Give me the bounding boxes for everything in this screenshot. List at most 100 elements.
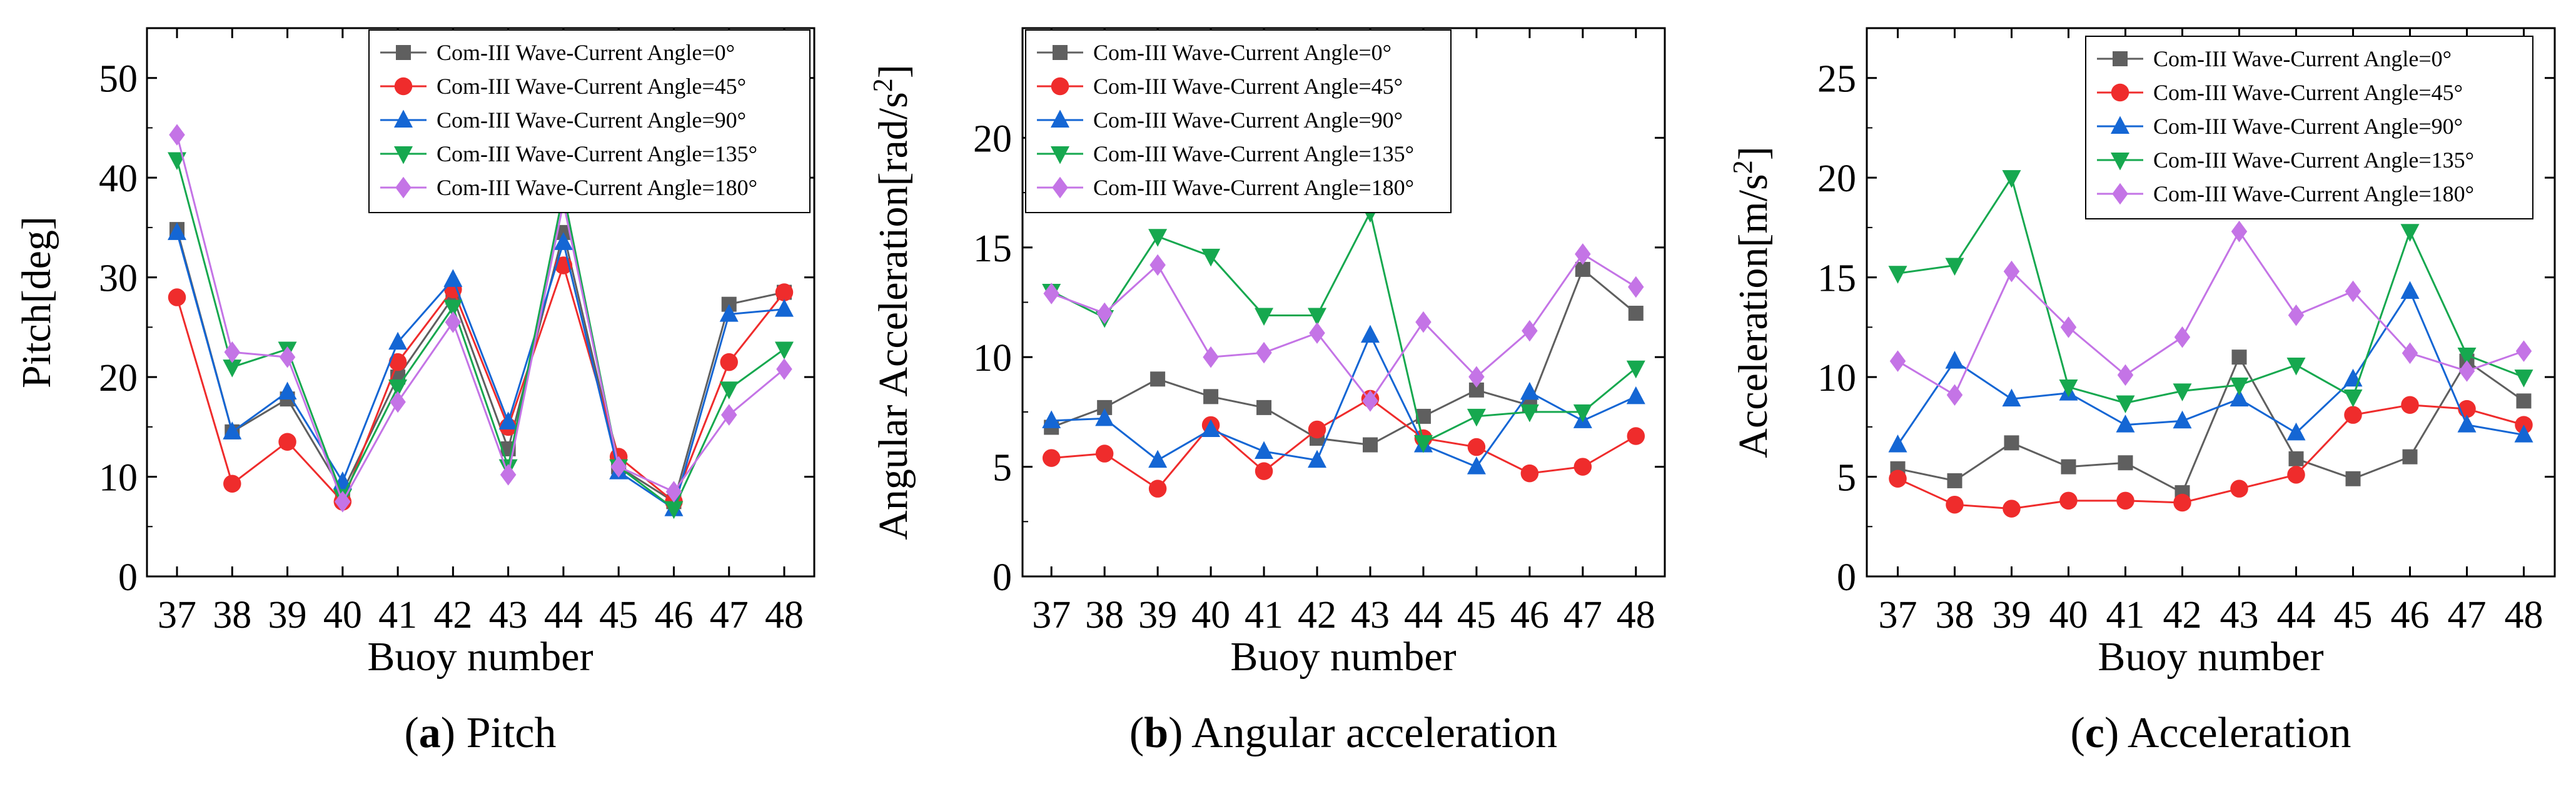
- data-point: [1522, 319, 1538, 342]
- data-point: [1201, 248, 1221, 267]
- caption-open-paren: (: [2071, 709, 2085, 757]
- legend-marker: [2111, 153, 2129, 171]
- x-tick-label: 41: [378, 594, 417, 636]
- data-point: [2514, 369, 2533, 388]
- legend-marker: [1053, 45, 1068, 60]
- data-point: [1255, 441, 1274, 460]
- caption-open-paren: (: [1129, 709, 1144, 757]
- x-tick-label: 45: [1457, 594, 1496, 636]
- data-point: [1575, 243, 1591, 265]
- data-point: [2116, 491, 2134, 510]
- legend-label: Com-III Wave-Current Angle=135°: [2153, 148, 2474, 173]
- legend-marker: [1051, 146, 1069, 164]
- legend-label: Com-III Wave-Current Angle=0°: [2153, 46, 2452, 71]
- data-point: [2457, 348, 2477, 366]
- legend-label: Com-III Wave-Current Angle=0°: [1093, 40, 1392, 65]
- data-point: [664, 501, 684, 520]
- data-point: [1308, 450, 1327, 468]
- data-point: [2059, 491, 2078, 510]
- caption-close-paren: ): [441, 709, 467, 757]
- x-tick-label: 40: [323, 594, 362, 636]
- y-axis-title-superscript: 2: [867, 78, 898, 92]
- data-point: [1889, 350, 1906, 372]
- legend-label: Com-III Wave-Current Angle=135°: [1093, 141, 1414, 166]
- x-tick-label: 44: [2277, 594, 2316, 636]
- y-axis-title: Angular Acceleration[rad/s2]: [867, 64, 916, 540]
- data-point: [2402, 342, 2418, 364]
- data-point: [1413, 435, 1433, 453]
- legend-label: Com-III Wave-Current Angle=45°: [437, 74, 746, 99]
- data-point: [2173, 410, 2192, 429]
- data-point: [1626, 386, 1645, 405]
- data-point: [1627, 427, 1645, 445]
- x-tick-label: 44: [1404, 594, 1443, 636]
- y-axis-title-main: Acceleration[m/s: [1730, 174, 1776, 458]
- data-point: [1467, 408, 1486, 427]
- data-point: [774, 299, 794, 317]
- x-tick-label: 37: [158, 594, 196, 636]
- legend-marker: [1051, 77, 1069, 96]
- data-point: [1255, 308, 1274, 326]
- x-tick-label: 43: [489, 594, 528, 636]
- data-point: [1096, 302, 1113, 324]
- series-line-2: [1897, 289, 2524, 446]
- data-point: [1042, 410, 1061, 428]
- data-point: [2516, 393, 2532, 409]
- panel-caption: (a) Pitch: [404, 709, 556, 757]
- series-line-2: [176, 232, 785, 510]
- data-point: [2116, 415, 2135, 433]
- series-line-4: [1051, 253, 1637, 403]
- data-point: [1150, 371, 1166, 387]
- legend-label: Com-III Wave-Current Angle=45°: [2153, 80, 2463, 105]
- data-point: [2230, 388, 2249, 407]
- data-point: [1095, 445, 1114, 463]
- legend-label: Com-III Wave-Current Angle=45°: [1093, 74, 1403, 99]
- legend-marker: [2112, 183, 2128, 205]
- series-line-3: [1897, 175, 2525, 405]
- data-point: [1256, 400, 1272, 415]
- y-axis-title: Pitch[deg]: [14, 216, 59, 388]
- series-line-0: [176, 229, 785, 503]
- legend-marker: [2113, 51, 2128, 66]
- data-point: [2288, 304, 2305, 326]
- x-tick-label: 38: [1085, 594, 1124, 636]
- data-point: [719, 304, 739, 322]
- data-point: [2060, 316, 2077, 338]
- data-point: [1149, 254, 1166, 276]
- plot-frame: [146, 27, 816, 578]
- legend-label: Com-III Wave-Current Angle=135°: [437, 141, 757, 166]
- caption-letter: b: [1144, 709, 1168, 757]
- chart-panel-a: 0 10 20 30 40 50 37 38 39 40 41 42 43 44 45 46 47 48 Buoy …: [14, 27, 816, 757]
- x-tick-label: 45: [2334, 594, 2373, 636]
- data-point: [1889, 470, 1907, 488]
- y-tick-label: 10: [973, 337, 1012, 379]
- y-tick-label: 50: [99, 58, 138, 101]
- x-tick-label: 46: [2391, 594, 2430, 636]
- data-point: [1415, 311, 1432, 333]
- data-point: [2059, 379, 2078, 398]
- data-point: [1308, 420, 1326, 439]
- x-tick-label: 43: [1351, 594, 1390, 636]
- y-tick-label: 15: [1817, 258, 1856, 300]
- data-point: [610, 456, 627, 478]
- y-tick-label: 0: [993, 556, 1012, 599]
- series-line-1: [1051, 398, 1637, 490]
- legend: Com-III Wave-Current Angle=0° Com-III Wav…: [1025, 29, 1452, 213]
- data-point: [443, 299, 463, 318]
- x-tick-label: 40: [1191, 594, 1230, 636]
- data-point: [1946, 495, 1964, 514]
- x-tick-label: 48: [1617, 594, 1655, 636]
- y-tick-label: 0: [1837, 556, 1856, 599]
- x-tick-label: 48: [765, 594, 804, 636]
- panel-caption: (b) Angular acceleration: [1129, 709, 1557, 757]
- x-axis-title: Buoy number: [1230, 634, 1456, 680]
- data-point: [2458, 360, 2475, 382]
- panel-caption: (c) Acceleration: [2071, 709, 2351, 757]
- data-point: [2514, 425, 2533, 443]
- legend-marker: [396, 45, 411, 60]
- legend-label: Com-III Wave-Current Angle=180°: [2153, 181, 2474, 206]
- data-point: [1308, 308, 1327, 326]
- data-point: [1888, 266, 1907, 284]
- data-point: [2002, 170, 2021, 188]
